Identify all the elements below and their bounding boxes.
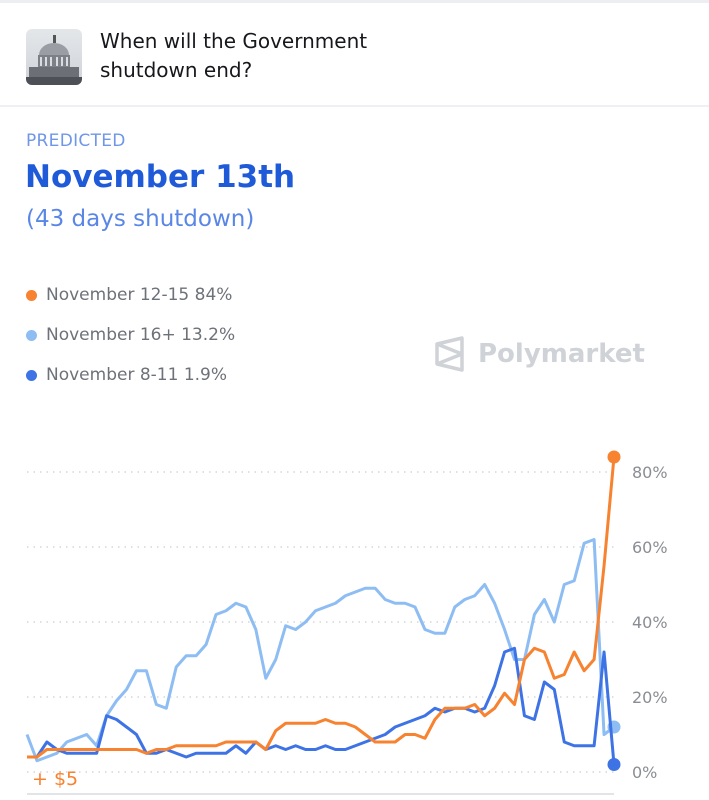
top-divider <box>0 0 709 3</box>
legend-dot <box>26 369 37 381</box>
series-line-november-12-15[interactable] <box>27 456 616 759</box>
series-line-november-8-11[interactable] <box>27 646 616 765</box>
predicted-label: PREDICTED <box>26 131 126 151</box>
y-tick-label: 40% <box>632 613 668 632</box>
series-endpoint[interactable] <box>607 450 621 464</box>
predicted-value: November 13th <box>25 159 296 195</box>
y-tick-label: 80% <box>632 463 668 482</box>
predicted-detail: (43 days shutdown) <box>26 206 255 232</box>
market-title[interactable]: When will the Government shutdown end? <box>100 29 368 82</box>
legend: November 12-15 84% November 16+ 13.2% No… <box>26 275 235 395</box>
legend-label: November 12-15 84% <box>46 285 233 305</box>
capitol-building-icon[interactable] <box>26 29 82 85</box>
polymarket-watermark: Polymarket <box>432 336 645 372</box>
watermark-text: Polymarket <box>478 339 645 369</box>
y-tick-label: 60% <box>632 538 668 557</box>
polymarket-logo-icon <box>435 336 464 372</box>
legend-item: November 12-15 84% <box>26 275 235 315</box>
legend-item: November 16+ 13.2% <box>26 315 235 355</box>
legend-label: November 8-11 1.9% <box>46 365 228 385</box>
y-tick-label: 20% <box>632 688 668 707</box>
legend-dot <box>26 289 37 301</box>
series-endpoint[interactable] <box>607 758 621 771</box>
market-header: When will the Government shutdown end? <box>0 3 709 107</box>
legend-dot <box>26 329 37 341</box>
legend-label: November 16+ 13.2% <box>46 325 236 345</box>
legend-item: November 8-11 1.9% <box>26 355 235 395</box>
price-chart[interactable]: 0% 20% 40% 60% 80% + $5 <box>0 420 709 800</box>
annotation-label: + $5 <box>32 768 78 790</box>
y-tick-label: 0% <box>632 763 657 782</box>
series-line-november-16-[interactable] <box>25 538 615 763</box>
